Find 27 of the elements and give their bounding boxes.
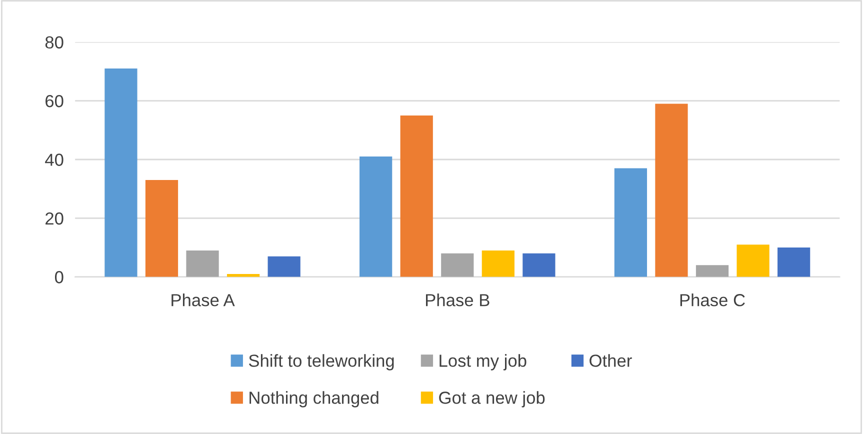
bar [614,168,648,277]
y-tick-label: 0 [54,271,64,284]
y-tick-label: 40 [45,154,64,166]
bar [441,253,474,277]
x-tick-label: Phase A [172,294,235,306]
x-tick-label: Phase C [680,294,745,306]
bar [145,180,178,277]
bar [778,248,810,277]
bar [696,265,729,277]
bar [268,256,300,277]
y-tick-label: 60 [46,94,64,108]
bar [736,244,770,277]
legend-label: Other [590,354,632,367]
bar [186,250,219,277]
bar [360,156,392,277]
x-tick-label: Phase B [426,294,490,306]
y-tick-label: 80 [45,36,64,49]
legend-label: Shift to teleworking [248,354,394,370]
bar [104,68,138,277]
legend-label: Nothing changed [250,391,378,408]
bar [482,250,514,277]
bar [655,104,688,277]
bar [400,115,433,277]
legend-label: Lost my job [440,354,526,370]
legend-label: Got a new job [439,391,545,408]
y-tick-label: 20 [46,212,64,225]
bar [522,253,556,277]
